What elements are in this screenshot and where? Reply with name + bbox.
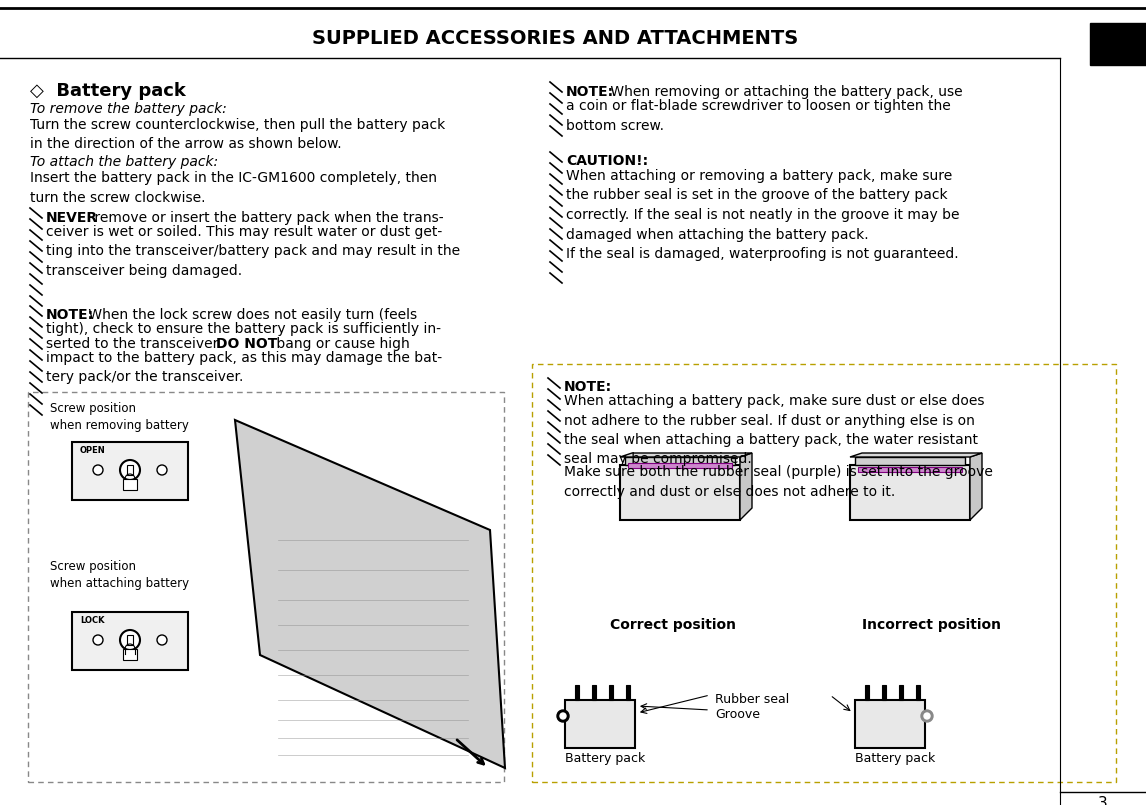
Text: NOTE:: NOTE: (564, 380, 612, 394)
Text: DO NOT: DO NOT (215, 337, 277, 351)
Circle shape (560, 713, 566, 719)
Bar (865, 685, 869, 700)
Text: NOTE:: NOTE: (566, 85, 614, 99)
Circle shape (921, 710, 933, 722)
Text: Incorrect position: Incorrect position (862, 618, 1000, 632)
Bar (575, 685, 579, 700)
Text: serted to the transceiver.: serted to the transceiver. (46, 337, 226, 351)
Text: SUPPLIED ACCESSORIES AND ATTACHMENTS: SUPPLIED ACCESSORIES AND ATTACHMENTS (312, 28, 798, 47)
Bar (1090, 23, 1146, 65)
Bar (628, 463, 732, 468)
Circle shape (120, 460, 140, 480)
Bar (850, 465, 970, 520)
Text: tight), check to ensure the battery pack is sufficiently in-: tight), check to ensure the battery pack… (46, 322, 441, 336)
Text: ceiver is wet or soiled. This may result water or dust get-
ting into the transc: ceiver is wet or soiled. This may result… (46, 225, 461, 278)
Bar (620, 465, 740, 520)
Text: OPEN: OPEN (80, 445, 105, 455)
Bar (855, 700, 925, 748)
Bar (123, 479, 138, 490)
Polygon shape (970, 453, 982, 520)
Text: Make sure both the rubber seal (purple) is set into the groove
correctly and dus: Make sure both the rubber seal (purple) … (564, 465, 992, 498)
Circle shape (93, 635, 103, 645)
Text: Rubber seal: Rubber seal (715, 693, 790, 706)
Bar (626, 685, 630, 700)
Text: LOCK: LOCK (80, 616, 104, 625)
Circle shape (120, 630, 140, 650)
Text: bang or cause high: bang or cause high (272, 337, 410, 351)
Bar (72, 442, 188, 500)
Circle shape (157, 465, 167, 475)
Text: When removing or attaching the battery pack, use: When removing or attaching the battery p… (606, 85, 963, 99)
Bar (72, 612, 188, 670)
Text: To attach the battery pack:: To attach the battery pack: (30, 155, 218, 169)
Bar (625, 457, 735, 465)
Polygon shape (620, 453, 752, 457)
Bar (858, 467, 961, 472)
Bar (565, 700, 635, 748)
Text: Turn the screw counterclockwise, then pull the battery pack
in the direction of : Turn the screw counterclockwise, then pu… (30, 118, 446, 151)
Text: When the lock screw does not easily turn (feels: When the lock screw does not easily turn… (84, 308, 417, 322)
Bar (592, 685, 596, 700)
Text: remove or insert the battery pack when the trans-: remove or insert the battery pack when t… (91, 211, 444, 225)
Bar (855, 457, 965, 465)
Bar (882, 685, 886, 700)
Text: Screw position
when removing battery: Screw position when removing battery (50, 402, 189, 432)
Circle shape (924, 713, 931, 719)
Text: When attaching or removing a battery pack, make sure
the rubber seal is set in t: When attaching or removing a battery pac… (566, 169, 959, 261)
Circle shape (157, 635, 167, 645)
Text: impact to the battery pack, as this may damage the bat-
tery pack/or the transce: impact to the battery pack, as this may … (46, 351, 442, 385)
Circle shape (93, 465, 103, 475)
Text: Screw position
when attaching battery: Screw position when attaching battery (50, 560, 189, 590)
Bar (127, 465, 133, 475)
Bar (609, 685, 613, 700)
Text: When attaching a battery pack, make sure dust or else does
not adhere to the rub: When attaching a battery pack, make sure… (564, 394, 984, 467)
Polygon shape (850, 453, 982, 457)
Text: CAUTION!:: CAUTION!: (566, 154, 649, 168)
Text: 3: 3 (1098, 796, 1108, 805)
Text: 2: 2 (1107, 30, 1129, 59)
Bar (127, 635, 133, 645)
Text: Insert the battery pack in the IC-GM1600 completely, then
turn the screw clockwi: Insert the battery pack in the IC-GM1600… (30, 171, 437, 204)
Text: ◇  Battery pack: ◇ Battery pack (30, 82, 186, 100)
Text: To remove the battery pack:: To remove the battery pack: (30, 102, 227, 116)
Bar (123, 649, 138, 660)
Text: a coin or flat-blade screwdriver to loosen or tighten the
bottom screw.: a coin or flat-blade screwdriver to loos… (566, 99, 951, 133)
Text: NOTE:: NOTE: (46, 308, 94, 322)
Circle shape (557, 710, 570, 722)
Text: Correct position: Correct position (610, 618, 736, 632)
Bar (898, 685, 903, 700)
Polygon shape (740, 453, 752, 520)
Polygon shape (235, 420, 505, 768)
Text: Battery pack: Battery pack (565, 752, 645, 765)
Text: NEVER: NEVER (46, 211, 99, 225)
Bar (916, 685, 920, 700)
Text: Groove: Groove (715, 708, 760, 721)
Text: Battery pack: Battery pack (855, 752, 935, 765)
